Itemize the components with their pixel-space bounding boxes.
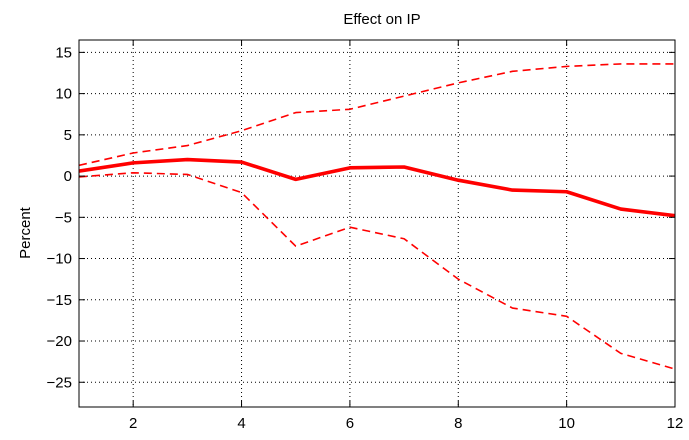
x-tick-label: 8 <box>454 415 462 432</box>
y-axis-label: Percent <box>17 206 34 259</box>
y-tick-label: 10 <box>55 86 72 103</box>
y-tick-label: 5 <box>64 127 72 144</box>
x-tick-label: 10 <box>558 415 575 432</box>
x-tick-label: 4 <box>237 415 245 432</box>
y-tick-label: −15 <box>47 292 72 309</box>
y-tick-label: 15 <box>55 44 72 61</box>
plot-frame <box>78 39 676 408</box>
x-tick-label: 2 <box>129 415 137 432</box>
axis-ticks: 2 4 6 8 10 12 −25 −20 −15 −10 −5 0 5 10 15 <box>47 40 684 432</box>
grid <box>79 40 676 407</box>
x-tick-label: 6 <box>346 415 354 432</box>
y-tick-label: 0 <box>64 168 72 185</box>
series-group <box>79 63 675 370</box>
y-tick-label: −20 <box>47 333 72 350</box>
y-tick-label: −5 <box>55 209 72 226</box>
impulse-response-line <box>79 157 675 218</box>
y-tick-label: −10 <box>47 251 72 268</box>
x-tick-label: 12 <box>667 415 684 432</box>
chart-title: Effect on IP <box>343 11 420 28</box>
y-tick-label: −25 <box>47 374 72 391</box>
confidence-band-line <box>79 63 675 167</box>
confidence-band-line <box>79 171 675 370</box>
